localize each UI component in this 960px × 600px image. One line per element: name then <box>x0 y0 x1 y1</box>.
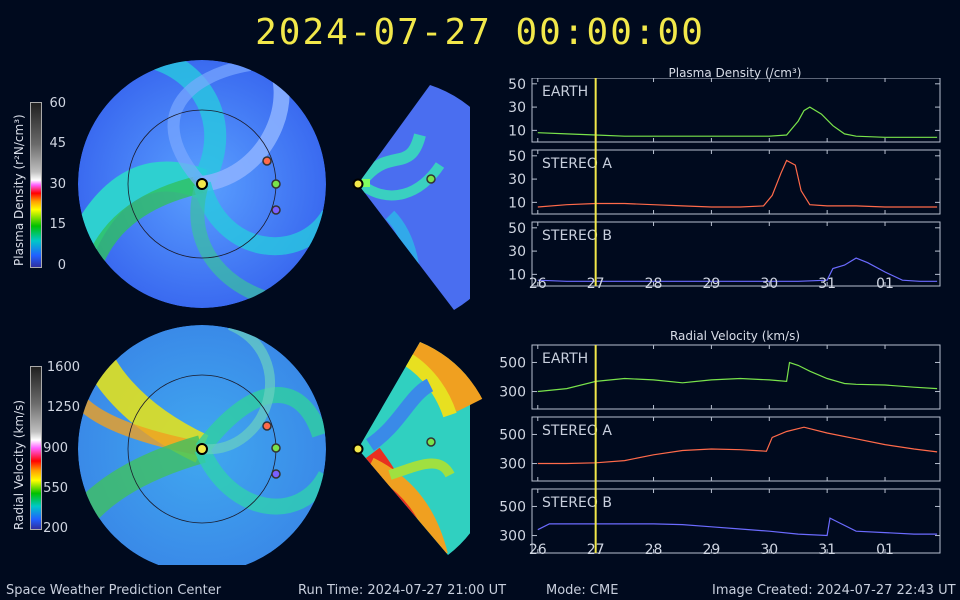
velocity-colorbar-label: Radial Velocity (km/s) <box>12 399 26 530</box>
sun-icon <box>352 178 364 190</box>
earth-icon <box>426 174 436 184</box>
panel-label: STEREO B <box>542 228 612 244</box>
velocity-tick: 1600 <box>46 360 80 375</box>
chart-panel-frame <box>531 78 941 143</box>
x-tick-label: 30 <box>760 542 778 558</box>
x-tick-label: 30 <box>760 276 778 292</box>
velocity-tick: 200 <box>43 521 68 536</box>
series-line-stereo-b <box>537 257 938 282</box>
density-meridional-map <box>358 85 470 310</box>
y-tick-label: 50 <box>508 221 526 237</box>
y-tick-label: 500 <box>499 427 526 443</box>
panel-label: STEREO A <box>542 423 612 439</box>
velocity-tick: 1250 <box>46 400 80 415</box>
heliosphere-maps <box>78 60 484 565</box>
panel-label: EARTH <box>542 351 588 367</box>
x-tick-label: 28 <box>645 542 663 558</box>
density-tick: 15 <box>49 217 66 232</box>
x-tick-label: 26 <box>529 542 547 558</box>
panel-label: STEREO A <box>542 156 612 172</box>
x-tick-label: 26 <box>529 276 547 292</box>
sun-icon <box>352 443 364 455</box>
y-tick-label: 500 <box>499 499 526 515</box>
velocity-tick: 550 <box>43 481 68 496</box>
earth-icon <box>426 437 436 447</box>
timestamp: 2024-07-27 00:00:00 <box>255 12 705 53</box>
series-line-stereo-a <box>537 159 938 208</box>
y-tick-label: 500 <box>499 355 526 371</box>
x-tick-label: 31 <box>818 276 836 292</box>
chart-panel-frame <box>531 149 941 215</box>
density-tick: 45 <box>49 136 66 151</box>
y-tick-label: 50 <box>508 78 526 93</box>
panel-label: STEREO B <box>542 495 612 511</box>
y-tick-label: 300 <box>499 529 526 545</box>
density-tick: 30 <box>49 177 66 192</box>
footer-mode: Mode: CME <box>546 583 619 598</box>
x-tick-label: 01 <box>876 276 894 292</box>
sun-icon <box>196 443 208 455</box>
x-tick-label: 28 <box>645 276 663 292</box>
earth-icon <box>271 443 281 453</box>
chart-panel-frame <box>531 344 941 410</box>
chart-panel-frame <box>531 416 941 482</box>
footer-run-time: Run Time: 2024-07-27 21:00 UT <box>298 583 507 598</box>
velocity-meridional-map <box>358 342 484 555</box>
y-tick-label: 10 <box>508 123 526 139</box>
stereo-b-icon <box>271 205 281 215</box>
y-tick-label: 30 <box>508 244 526 260</box>
velocity-chart-title: Radial Velocity (km/s) <box>669 329 801 343</box>
stereo-b-icon <box>271 469 281 479</box>
footer-org: Space Weather Prediction Center <box>6 583 222 598</box>
stereo-a-icon <box>262 156 272 166</box>
x-tick-label: 01 <box>876 542 894 558</box>
density-colorbar-label: Plasma Density (r²N/cm³) <box>12 114 26 266</box>
y-tick-label: 30 <box>508 172 526 188</box>
density-colorbar <box>30 102 42 268</box>
x-tick-label: 29 <box>702 542 720 558</box>
sun-icon <box>196 178 208 190</box>
y-tick-label: 10 <box>508 195 526 211</box>
timeseries-charts: 50 30 10 EARTH 50 30 10 STEREO A 50 30 10 STEREO B 2… <box>499 78 941 558</box>
series-line-earth <box>537 361 938 393</box>
series-line-stereo-b <box>537 517 938 537</box>
density-chart-title: Plasma Density (/cm³) <box>668 66 802 80</box>
y-tick-label: 300 <box>499 457 526 473</box>
chart-panel-frame <box>531 221 941 287</box>
y-tick-label: 300 <box>499 385 526 401</box>
stereo-a-icon <box>262 421 272 431</box>
earth-icon <box>271 179 281 189</box>
panel-label: EARTH <box>542 84 588 100</box>
series-line-stereo-a <box>537 426 938 465</box>
velocity-colorbar <box>30 366 42 530</box>
footer-image-created: Image Created: 2024-07-27 22:43 UT <box>712 583 956 598</box>
y-tick-label: 30 <box>508 100 526 116</box>
density-tick: 60 <box>49 96 66 111</box>
chart-panel-frame <box>531 488 941 554</box>
velocity-tick: 900 <box>43 441 68 456</box>
series-line-earth <box>537 106 938 138</box>
y-tick-label: 50 <box>508 149 526 165</box>
x-tick-label: 31 <box>818 542 836 558</box>
y-tick-label: 10 <box>508 267 526 283</box>
x-tick-label: 29 <box>702 276 720 292</box>
density-tick: 0 <box>57 258 66 273</box>
